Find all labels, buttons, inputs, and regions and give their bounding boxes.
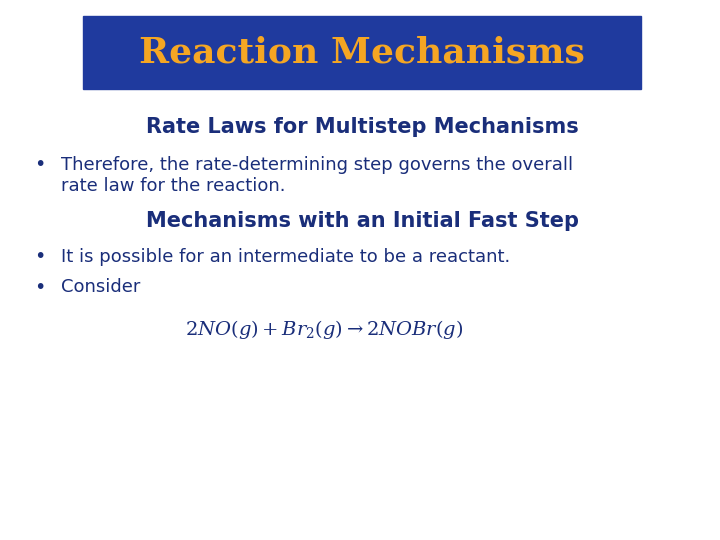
Text: •: • [34,278,45,297]
Text: •: • [34,247,45,266]
Text: Mechanisms with an Initial Fast Step: Mechanisms with an Initial Fast Step [145,211,579,232]
Text: $2NO(g) + Br_2(g) \rightarrow 2NOBr(g)$: $2NO(g) + Br_2(g) \rightarrow 2NOBr(g)$ [185,318,463,341]
Text: Consider: Consider [61,278,140,296]
Text: •: • [34,155,45,174]
Text: Reaction Mechanisms: Reaction Mechanisms [139,36,585,70]
Text: rate law for the reaction.: rate law for the reaction. [61,177,286,195]
Text: Rate Laws for Multistep Mechanisms: Rate Laws for Multistep Mechanisms [145,117,579,137]
Text: It is possible for an intermediate to be a reactant.: It is possible for an intermediate to be… [61,247,510,266]
FancyBboxPatch shape [83,16,641,89]
Text: Therefore, the rate-determining step governs the overall: Therefore, the rate-determining step gov… [61,156,573,174]
